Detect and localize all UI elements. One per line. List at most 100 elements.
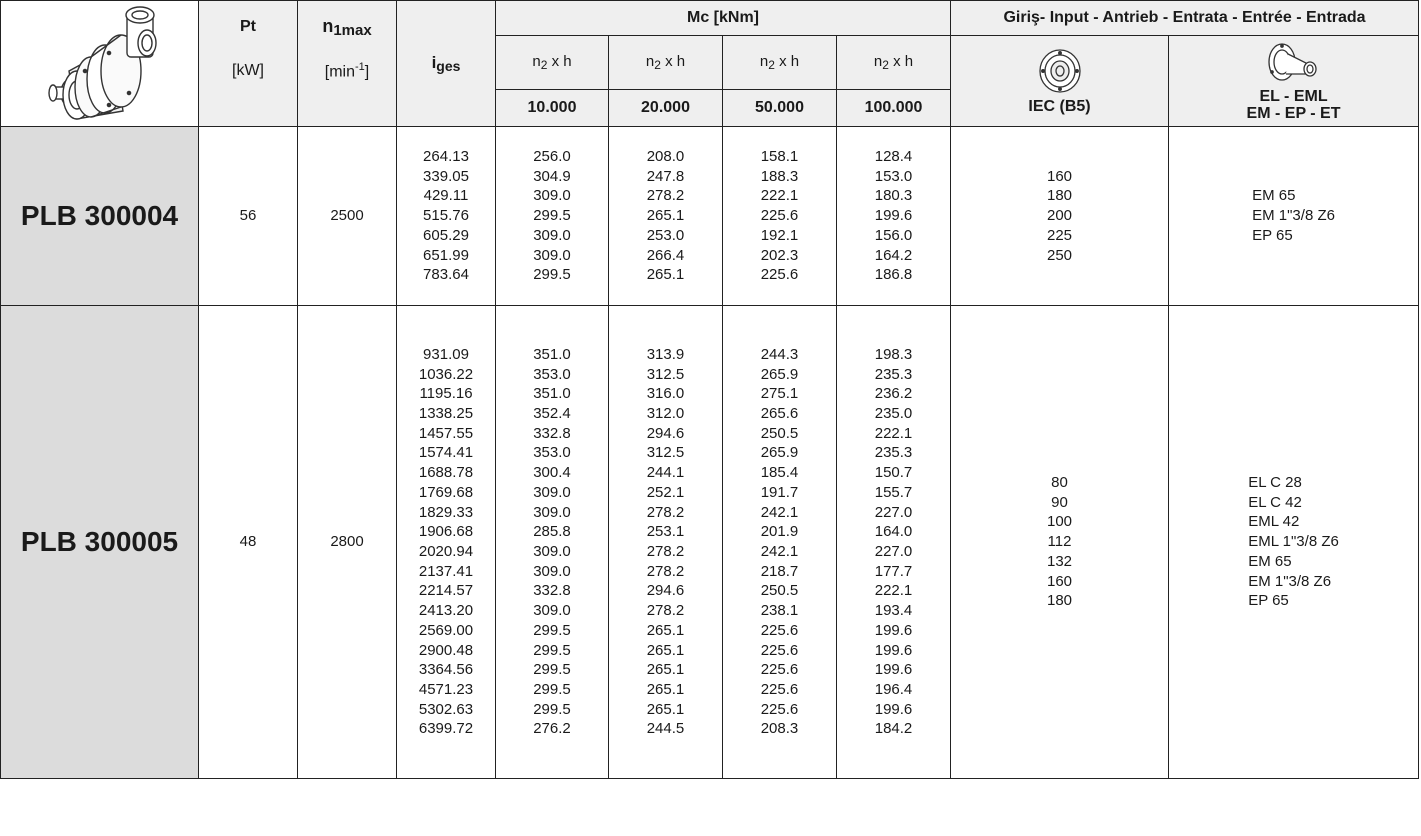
hours-100000: 100.000 [835, 89, 952, 127]
list-item: 225.6 [760, 207, 799, 225]
n1-unit-sup: -1 [355, 60, 365, 73]
value-stack: 244.3 265.9 275.1 265.6 250.5 265.9 185.4 191.7… [723, 345, 836, 739]
list-item: 253.0 [646, 226, 685, 244]
list-item: 275.1 [760, 385, 799, 403]
list-item: 244.5 [646, 720, 685, 738]
spec-table: Pt [kW] n1max [min-1] iges Mc [kNm] Giri… [0, 0, 1420, 779]
n1max-value: 2500 [297, 126, 397, 306]
table-row: PLB 300004 56 2500 264.13 339.05 429.11 515… [0, 126, 1420, 306]
list-item: 180 [1047, 187, 1073, 205]
model-name: PLB 300004 [0, 126, 199, 306]
list-item: 276.2 [533, 720, 571, 738]
list-item: 164.2 [874, 246, 913, 264]
list-item: 605.29 [423, 226, 469, 244]
el-adapter-icon [1267, 43, 1317, 81]
list-item: 299.5 [533, 207, 571, 225]
list-item: 192.1 [760, 226, 799, 244]
list-item: 1457.55 [418, 424, 474, 442]
list-item: 294.6 [646, 424, 685, 442]
list-item: 2413.20 [418, 602, 474, 620]
list-item: 309.0 [533, 483, 571, 501]
mc20000-values: 313.9 312.5 316.0 312.0 294.6 312.5 244.1 252.1… [608, 305, 723, 779]
value-stack: 128.4 153.0 180.3 199.6 156.0 164.2 186.8 [837, 147, 950, 285]
list-item: 2020.94 [418, 543, 474, 560]
n1max-value: 2800 [297, 305, 397, 779]
list-item: 265.9 [760, 444, 799, 462]
el-values: EM 65 EM 1"3/8 Z6 EP 65 [1168, 126, 1420, 306]
list-item: 200 [1047, 207, 1073, 225]
list-item: 285.8 [533, 523, 571, 541]
list-item: 199.6 [874, 661, 913, 679]
list-item: 309.0 [533, 562, 571, 580]
hours-10000: 10.000 [495, 89, 609, 127]
list-item: 309.0 [533, 543, 571, 560]
list-item: 1574.41 [418, 444, 474, 462]
el-label-1: EL - EML [1259, 88, 1328, 105]
list-item: 265.9 [760, 365, 799, 383]
list-item: 299.5 [533, 680, 571, 698]
list-item: 312.5 [646, 365, 685, 383]
mc100000-values: 128.4 153.0 180.3 199.6 156.0 164.2 186.8 [835, 126, 952, 306]
list-item: 299.5 [533, 641, 571, 659]
input-header: Giriş- Input - Antrieb - Entrata - Entré… [950, 0, 1420, 36]
list-item: EML 42 [1248, 513, 1300, 531]
iec-header: IEC (B5) [950, 35, 1170, 127]
value-stack: 256.0 304.9 309.0 299.5 309.0 309.0 299.5 [496, 147, 608, 285]
list-item: 294.6 [646, 582, 685, 600]
value-stack: 208.0 247.8 278.2 265.1 253.0 266.4 265.1 [609, 147, 722, 285]
list-item: 128.4 [874, 148, 913, 166]
list-item: 304.9 [533, 167, 571, 185]
list-item: 244.1 [646, 464, 685, 482]
pt-label: Pt [240, 17, 256, 35]
list-item: 218.7 [760, 562, 799, 580]
list-item: 515.76 [423, 207, 469, 225]
list-item: 199.6 [874, 621, 913, 639]
list-item: 265.6 [760, 405, 799, 423]
list-item: 225.6 [760, 680, 799, 698]
list-item: 252.1 [646, 483, 685, 501]
list-item: 2569.00 [418, 621, 474, 639]
list-item: 164.0 [874, 523, 913, 541]
list-item: 332.8 [533, 424, 571, 442]
list-item: 353.0 [533, 444, 571, 462]
list-item: EM 65 [1248, 552, 1292, 570]
list-item: 202.3 [760, 246, 799, 264]
list-item: 299.5 [533, 621, 571, 639]
list-item: 2900.48 [418, 641, 474, 659]
list-item: 253.1 [646, 523, 685, 541]
list-item: EL C 42 [1248, 493, 1302, 511]
hours-50000: 50.000 [722, 89, 837, 127]
list-item: 299.5 [533, 266, 571, 284]
value-stack: 198.3 235.3 236.2 235.0 222.1 235.3 150.7 155.7… [837, 345, 950, 739]
list-item: 309.0 [533, 503, 571, 521]
list-item: 352.4 [533, 405, 571, 423]
list-item: 931.09 [423, 345, 469, 363]
list-item: 225.6 [760, 266, 799, 284]
iec-values: 80 90 100 112 132 160 180 [950, 305, 1170, 779]
model-name: PLB 300005 [0, 305, 199, 779]
table-row: PLB 300005 48 2800 931.09 1036.22 1195.16 1… [0, 305, 1420, 779]
iges-sub: ges [436, 58, 461, 74]
list-item: 153.0 [874, 167, 913, 185]
list-item: 199.6 [874, 207, 913, 225]
list-item: 265.1 [646, 207, 685, 225]
pt-value: 48 [198, 305, 298, 779]
list-item: 316.0 [646, 385, 685, 403]
list-item: 265.1 [646, 700, 685, 718]
value-stack: EL C 28 EL C 42 EML 42 EML 1"3/8 Z6 EM 65 EM … [1248, 473, 1339, 611]
list-item: 1769.68 [418, 483, 474, 501]
list-item: 225.6 [760, 621, 799, 639]
iec-flange-icon [1038, 49, 1081, 93]
mc10000-values: 351.0 353.0 351.0 352.4 332.8 353.0 300.4 309.0… [495, 305, 609, 779]
n2h-header-1: n2 x h [495, 35, 609, 90]
list-item: 191.7 [760, 483, 799, 501]
list-item: 1906.68 [418, 523, 474, 541]
list-item: 225.6 [760, 661, 799, 679]
el-values: EL C 28 EL C 42 EML 42 EML 1"3/8 Z6 EM 65 EM … [1168, 305, 1420, 779]
n1-sub: 1max [333, 21, 372, 39]
list-item: 196.4 [874, 680, 913, 698]
list-item: 242.1 [760, 503, 799, 521]
list-item: 1036.22 [418, 365, 474, 383]
list-item: 299.5 [533, 700, 571, 718]
list-item: 250.5 [760, 424, 799, 442]
